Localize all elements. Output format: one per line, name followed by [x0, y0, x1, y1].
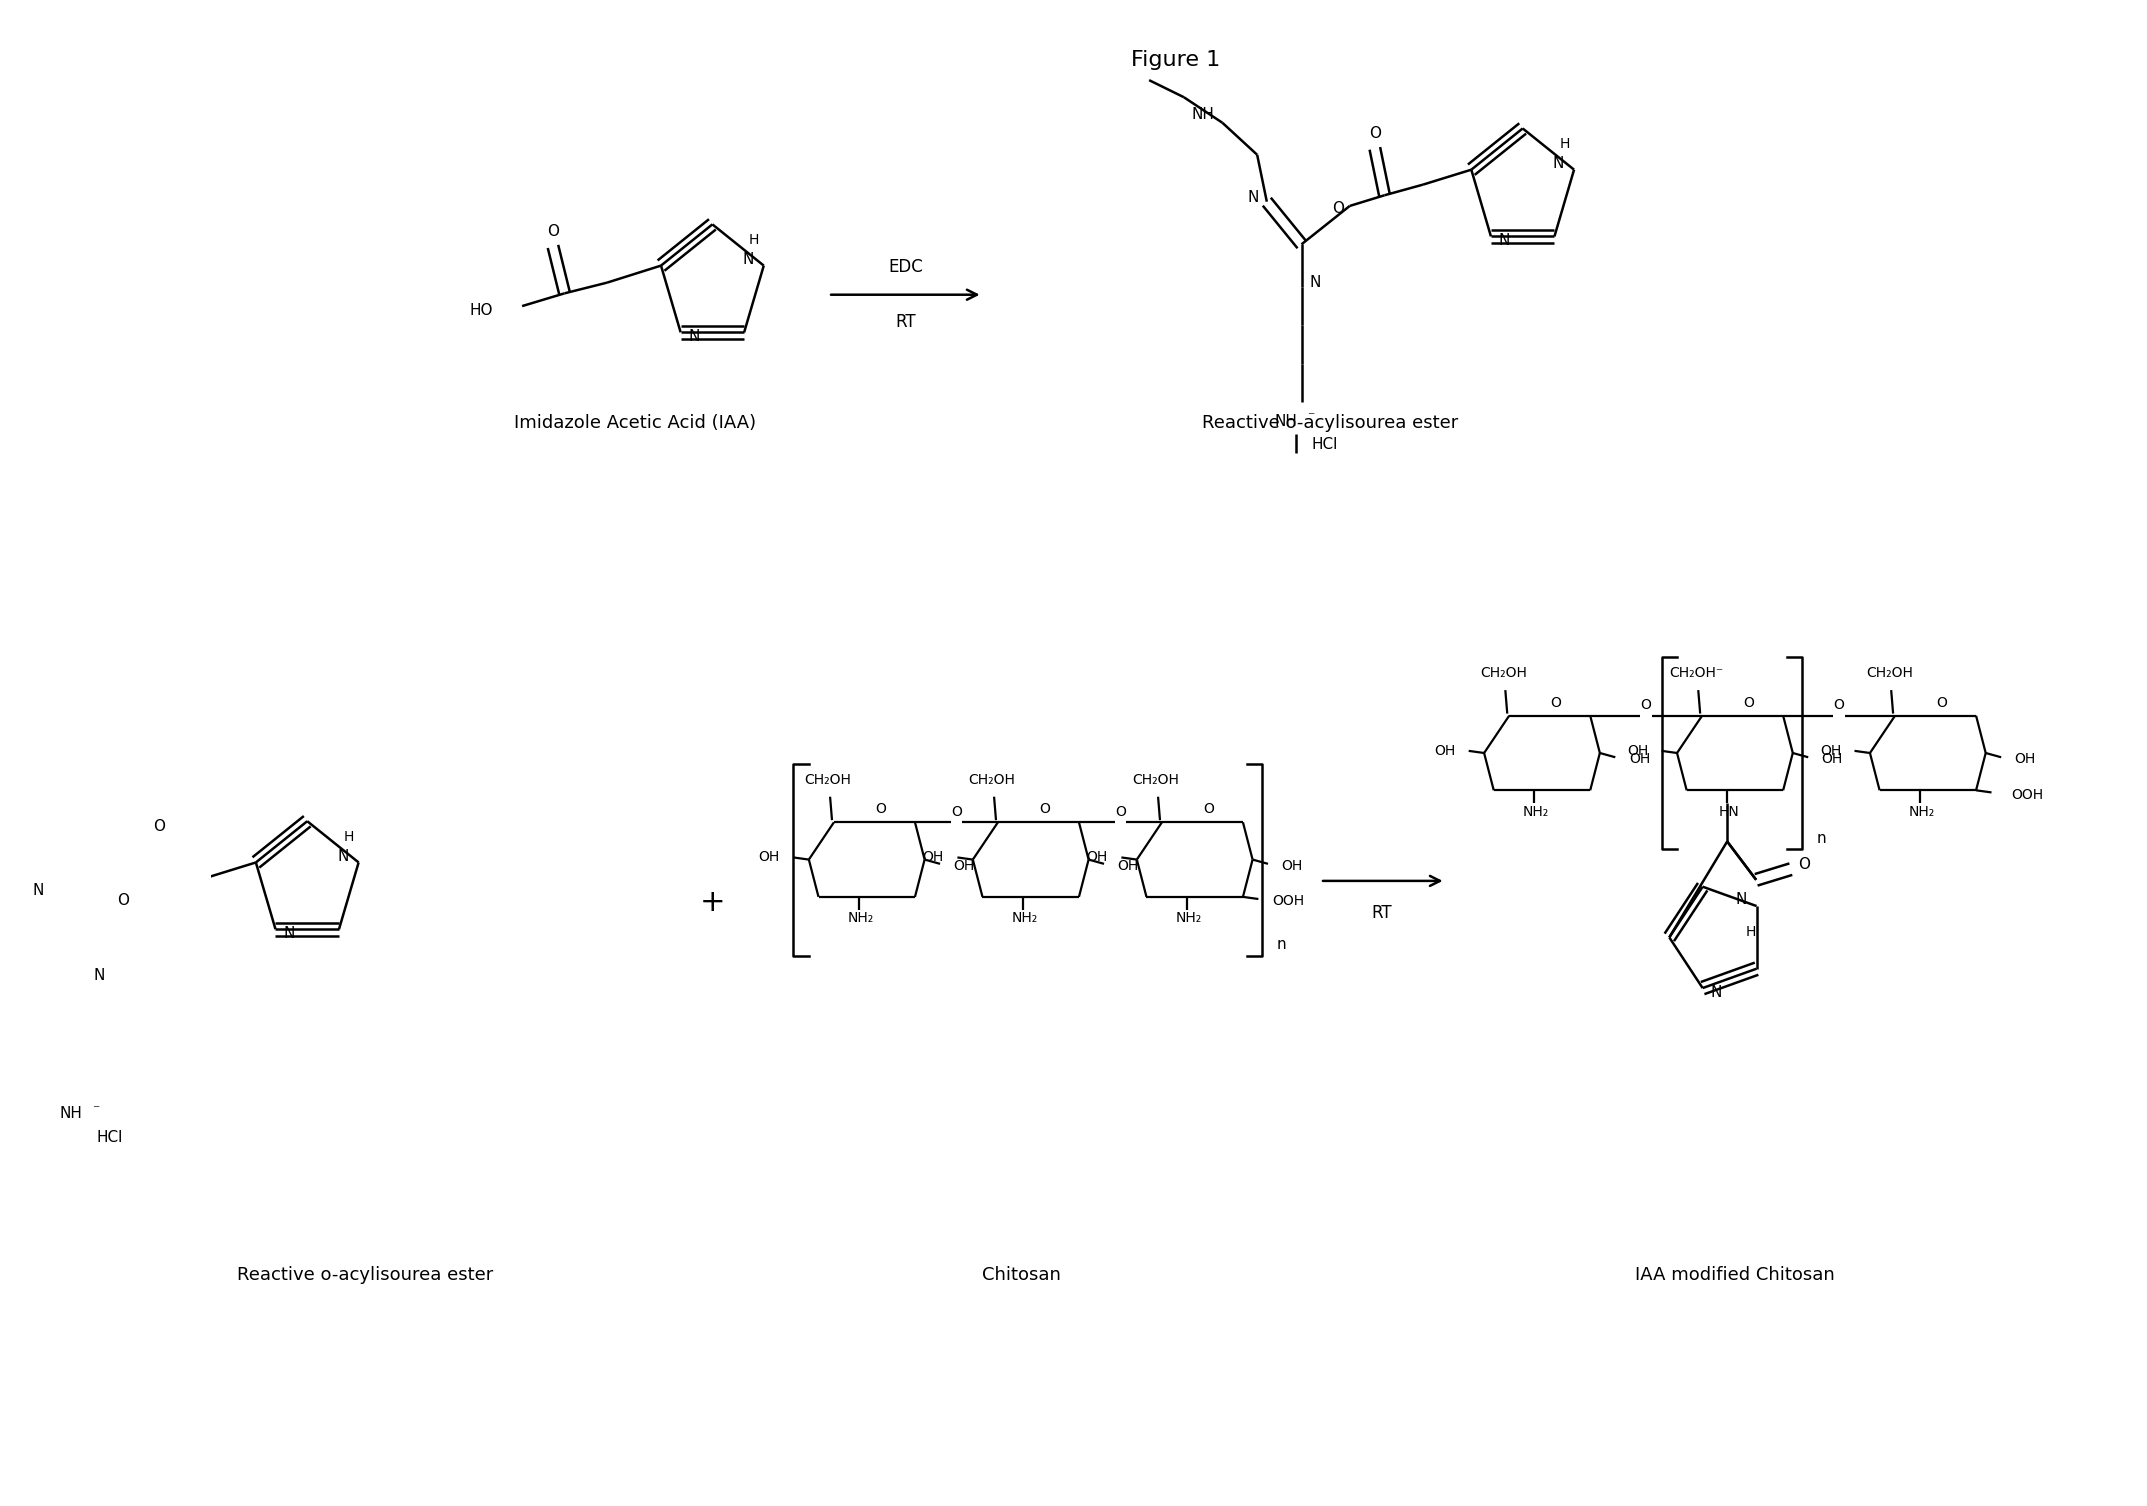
- Text: ⁻: ⁻: [92, 1102, 99, 1117]
- Text: H: H: [1559, 137, 1569, 151]
- Text: OH: OH: [953, 858, 975, 873]
- Text: N: N: [743, 252, 754, 267]
- Text: OH: OH: [1627, 744, 1649, 758]
- Text: O: O: [1799, 857, 1810, 872]
- Text: +: +: [700, 887, 726, 917]
- Text: CH₂OH⁻: CH₂OH⁻: [1668, 666, 1724, 681]
- Text: OH: OH: [1282, 858, 1303, 873]
- Text: N: N: [1735, 892, 1748, 907]
- Text: NH₂: NH₂: [1909, 804, 1934, 819]
- Text: O: O: [951, 804, 962, 819]
- Text: N: N: [1552, 155, 1565, 170]
- Text: Chitosan: Chitosan: [981, 1267, 1061, 1285]
- Text: NH: NH: [1192, 107, 1215, 122]
- Text: N: N: [94, 968, 105, 983]
- Text: H: H: [344, 830, 354, 843]
- Text: EDC: EDC: [889, 258, 923, 276]
- Text: Figure 1: Figure 1: [1131, 50, 1219, 71]
- Text: OH: OH: [2014, 753, 2035, 767]
- Text: IAA modified Chitosan: IAA modified Chitosan: [1636, 1267, 1836, 1285]
- Text: OH: OH: [1821, 744, 1840, 758]
- Text: O: O: [1370, 127, 1381, 142]
- Text: NH₂: NH₂: [1177, 911, 1202, 925]
- Text: NH: NH: [1275, 414, 1297, 429]
- Text: N: N: [1711, 985, 1722, 1000]
- Text: NH: NH: [60, 1107, 82, 1122]
- Text: NH₂: NH₂: [848, 911, 874, 925]
- Text: O: O: [1202, 803, 1213, 816]
- Text: RT: RT: [1372, 904, 1391, 922]
- Text: O: O: [547, 224, 558, 239]
- Text: Reactive o-acylisourea ester: Reactive o-acylisourea ester: [1202, 414, 1458, 432]
- Text: OH: OH: [1086, 851, 1108, 864]
- Text: N: N: [337, 848, 348, 863]
- Text: O: O: [1640, 699, 1651, 712]
- Text: O: O: [1834, 699, 1844, 712]
- Text: CH₂OH: CH₂OH: [1479, 666, 1527, 681]
- Text: HCl: HCl: [97, 1130, 122, 1145]
- Text: CH₂OH: CH₂OH: [805, 773, 852, 786]
- Text: OH: OH: [1119, 858, 1138, 873]
- Text: O: O: [1331, 200, 1344, 215]
- Text: OOH: OOH: [1271, 895, 1303, 908]
- Text: HO: HO: [470, 303, 494, 318]
- Text: HCl: HCl: [1312, 437, 1338, 452]
- Text: OH: OH: [1821, 753, 1842, 767]
- Text: N: N: [32, 883, 43, 898]
- Text: Reactive o-acylisourea ester: Reactive o-acylisourea ester: [236, 1267, 494, 1285]
- Text: H: H: [749, 233, 760, 247]
- Text: OH: OH: [1630, 753, 1651, 767]
- Text: O: O: [1039, 803, 1050, 816]
- Text: ⁻: ⁻: [1308, 410, 1314, 425]
- Text: CH₂OH: CH₂OH: [968, 773, 1016, 786]
- Text: O: O: [1114, 804, 1125, 819]
- Text: CH₂OH: CH₂OH: [1134, 773, 1179, 786]
- Text: N: N: [1499, 233, 1509, 248]
- Text: N: N: [283, 926, 294, 941]
- Text: CH₂OH: CH₂OH: [1866, 666, 1913, 681]
- Text: N: N: [689, 330, 700, 343]
- Text: N: N: [1247, 190, 1258, 205]
- Text: O: O: [874, 803, 887, 816]
- Text: RT: RT: [895, 313, 915, 331]
- Text: O: O: [116, 893, 129, 908]
- Text: OH: OH: [758, 851, 779, 864]
- Text: Imidazole Acetic Acid (IAA): Imidazole Acetic Acid (IAA): [513, 414, 756, 432]
- Text: O: O: [152, 819, 165, 834]
- Text: O: O: [1550, 696, 1561, 709]
- Text: OH: OH: [1434, 744, 1456, 758]
- Text: O: O: [1937, 696, 1947, 709]
- Text: OH: OH: [923, 851, 945, 864]
- Text: NH₂: NH₂: [1522, 804, 1550, 819]
- Text: OOH: OOH: [2012, 788, 2044, 801]
- Text: NH₂: NH₂: [1011, 911, 1037, 925]
- Text: n: n: [1816, 831, 1827, 846]
- Text: HN: HN: [1720, 804, 1739, 819]
- Text: H: H: [1746, 925, 1756, 938]
- Text: O: O: [1743, 696, 1754, 709]
- Text: N: N: [1310, 276, 1320, 291]
- Text: n: n: [1277, 937, 1286, 952]
